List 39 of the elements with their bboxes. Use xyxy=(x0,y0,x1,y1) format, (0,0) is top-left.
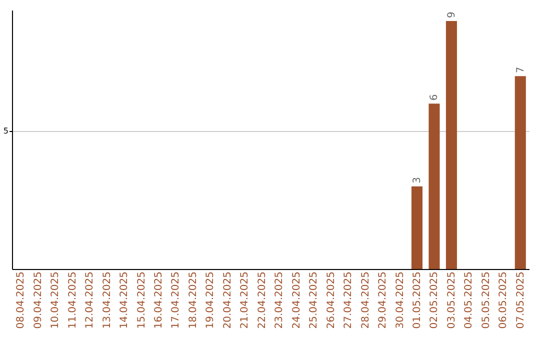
x-tick-label: 28.04.2025 xyxy=(360,272,372,329)
x-tick-label: 18.04.2025 xyxy=(188,272,199,329)
x-tick-label: 01.05.2025 xyxy=(412,272,423,329)
bar xyxy=(446,21,457,269)
x-tick-label: 15.04.2025 xyxy=(136,272,148,329)
x-tick-label: 29.04.2025 xyxy=(378,272,389,329)
data-label: 3 xyxy=(412,176,423,184)
x-tick-label: 22.04.2025 xyxy=(256,272,268,329)
x-tick-label: 30.04.2025 xyxy=(394,272,406,329)
x-tick-label: 03.05.2025 xyxy=(446,272,458,329)
x-tick-label: 12.04.2025 xyxy=(84,272,96,329)
x-tick-label: 06.05.2025 xyxy=(498,272,510,329)
x-tick-label: 17.04.2025 xyxy=(170,272,182,329)
x-tick-label: 20.04.2025 xyxy=(222,272,234,329)
x-tick-label: 16.04.2025 xyxy=(153,272,164,329)
x-tick-label: 23.04.2025 xyxy=(274,272,286,329)
x-tick-label: 25.04.2025 xyxy=(308,272,320,329)
x-tick-label: 19.04.2025 xyxy=(205,272,216,329)
bar xyxy=(411,186,422,269)
x-tick-label: 09.04.2025 xyxy=(32,272,44,329)
x-tick-label: 05.05.2025 xyxy=(480,272,492,329)
x-tick-label: 04.05.2025 xyxy=(464,272,475,329)
x-tick-label: 11.04.2025 xyxy=(67,272,78,329)
x-tick-label: 27.04.2025 xyxy=(343,272,354,329)
x-tick-label: 21.04.2025 xyxy=(240,272,251,329)
x-tick-label: 13.04.2025 xyxy=(102,272,113,329)
x-tick-label: 24.04.2025 xyxy=(291,272,302,329)
bar xyxy=(428,104,440,269)
bar xyxy=(514,76,526,269)
data-label: 7 xyxy=(515,66,526,74)
data-label: 9 xyxy=(446,12,458,18)
x-tick-label: 08.04.2025 xyxy=(16,272,27,329)
x-tick-label: 07.05.2025 xyxy=(515,272,526,329)
data-label: 6 xyxy=(429,94,440,101)
y-tick-label: 5 xyxy=(3,126,8,136)
x-tick-label: 10.04.2025 xyxy=(50,272,62,329)
x-tick-label: 26.04.2025 xyxy=(326,272,337,329)
x-tick-label: 14.04.2025 xyxy=(119,272,130,329)
x-tick-label: 02.05.2025 xyxy=(429,272,440,329)
